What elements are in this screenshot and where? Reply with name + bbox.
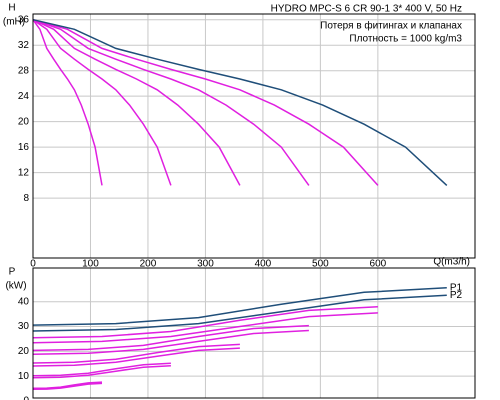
curve xyxy=(32,362,171,377)
curve xyxy=(32,19,103,186)
y-tick-label: 32 xyxy=(18,40,30,51)
curve xyxy=(32,19,172,186)
x-tick-label: 200 xyxy=(140,259,157,270)
y-tick-label: 20 xyxy=(18,346,30,357)
y-tick-label: 8 xyxy=(23,193,29,204)
y-tick-label: 10 xyxy=(18,371,30,382)
top-plot-frame xyxy=(32,13,476,259)
x-tick-label: 300 xyxy=(197,259,214,270)
series-label: P2 xyxy=(450,290,463,301)
curve xyxy=(32,324,309,352)
annotation: Плотность = 1000 kg/m3 xyxy=(349,34,462,45)
y-tick-label: 28 xyxy=(18,65,30,76)
curve xyxy=(32,294,447,332)
marks xyxy=(32,18,448,391)
y-tick-label: 16 xyxy=(18,142,30,153)
curve xyxy=(32,329,309,356)
x-tick-label: 0 xyxy=(30,259,36,270)
chart-title: HYDRO MPC-S 6 CR 90-1 3* 400 V, 50 Hz xyxy=(271,4,462,15)
y-tick-label: 36 xyxy=(18,14,30,25)
curve xyxy=(32,381,103,390)
curve xyxy=(32,18,310,186)
x-tick-label: 500 xyxy=(312,259,329,270)
x-tick-label: 400 xyxy=(255,259,272,270)
y-tick-label: 24 xyxy=(18,91,30,102)
y-tick-label: 20 xyxy=(18,116,30,127)
series-label: P1 xyxy=(450,282,463,293)
y-tick-label: 30 xyxy=(18,321,30,332)
x-tick-label: 100 xyxy=(82,259,99,270)
y-axis-label: H xyxy=(8,3,15,14)
x-tick-label: 600 xyxy=(370,259,387,270)
x-axis-label: Q(m3/h) xyxy=(433,257,470,268)
curve xyxy=(32,19,241,186)
curve xyxy=(32,364,171,379)
curve xyxy=(32,347,240,367)
y-tick-label: 40 xyxy=(18,296,30,307)
y-tick-label: 0 xyxy=(23,396,29,400)
y-axis-label: P xyxy=(9,267,16,278)
y-axis-unit: (kW) xyxy=(5,281,26,292)
bottom-plot-frame xyxy=(32,267,476,399)
y-tick-label: 12 xyxy=(18,167,30,178)
y-axis-unit: (mH) xyxy=(3,17,25,28)
curve xyxy=(32,18,379,186)
curve xyxy=(32,382,103,391)
curve xyxy=(32,305,378,339)
annotation: Потеря в фитингах и клапанах xyxy=(320,20,462,32)
curve xyxy=(32,287,447,326)
curve xyxy=(32,18,448,186)
curve xyxy=(32,343,240,364)
curve xyxy=(32,312,378,344)
